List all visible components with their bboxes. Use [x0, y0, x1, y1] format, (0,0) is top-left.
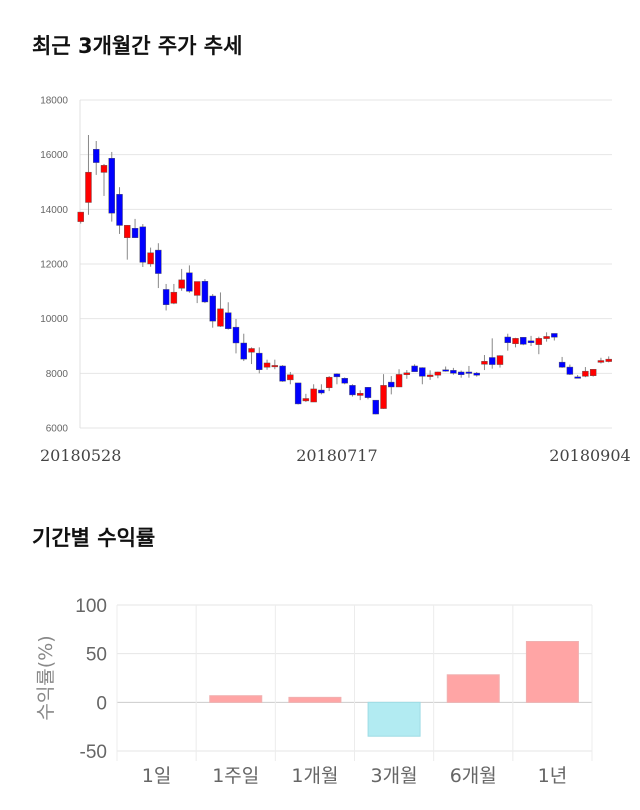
x-tick-label: 1주일	[212, 765, 259, 787]
candle-body	[372, 399, 379, 415]
candle-body	[310, 388, 317, 403]
candle-body	[162, 289, 170, 305]
candle-body	[116, 194, 123, 226]
candle-body	[85, 171, 92, 203]
y-tick-label: 100	[75, 596, 107, 617]
candle-body	[77, 211, 84, 222]
candle-body	[263, 362, 271, 368]
candle-body	[318, 389, 325, 394]
candle-body	[147, 252, 154, 265]
candle-body	[349, 385, 356, 396]
y-tick-label: 18000	[40, 96, 68, 107]
candlestick-chart: 6000 8000 10000 12000 14000 16000 18000 2018052…	[40, 96, 631, 466]
candle-body	[403, 372, 411, 375]
candle-body	[527, 340, 535, 343]
return-bar	[446, 674, 500, 703]
x-tick-label: 20180528	[40, 446, 121, 465]
y-tick-label: 10000	[40, 314, 68, 325]
candle-body	[504, 336, 511, 343]
candle-body	[574, 376, 581, 379]
candle-body	[364, 387, 372, 398]
x-tick-label: 1일	[142, 765, 172, 787]
candle-body	[558, 361, 566, 368]
candle-body	[434, 371, 442, 376]
candle-body	[419, 367, 426, 377]
candle-body	[248, 348, 255, 353]
candle-body	[597, 360, 605, 363]
x-tick-label: 20180717	[296, 446, 377, 465]
candle-body	[481, 361, 488, 365]
x-tick-label: 3개월	[371, 765, 418, 787]
candle-body	[442, 369, 449, 372]
candle-body	[520, 337, 527, 345]
candle-body	[240, 342, 247, 360]
y-tick-label: 14000	[40, 205, 68, 216]
candle-body	[287, 374, 294, 381]
y-tick-label: 8000	[46, 369, 69, 380]
candle-body	[465, 371, 473, 374]
candle-body	[551, 333, 558, 338]
candle-body	[426, 374, 434, 377]
return-bar	[525, 641, 579, 703]
candle-body	[93, 148, 100, 163]
candle-body	[139, 226, 147, 263]
candle-body	[170, 291, 178, 304]
candle-body	[380, 385, 387, 409]
x-tick-label: 1개월	[291, 765, 338, 787]
candle-body	[279, 365, 286, 382]
candle-body	[131, 227, 139, 238]
candle-body	[201, 281, 209, 303]
x-tick-label: 1년	[538, 765, 568, 787]
y-tick-label: 50	[86, 645, 107, 666]
y-axis-label: 수익률(%)	[35, 635, 57, 720]
candle-body	[209, 295, 216, 322]
candle-body	[543, 336, 550, 339]
candle-body	[294, 382, 302, 405]
candle-body	[302, 398, 310, 402]
candle-body	[225, 312, 232, 329]
candle-body	[100, 165, 108, 173]
period-return-title: 기간별 수익률	[32, 526, 156, 550]
candle-body	[589, 369, 597, 376]
candle-body	[108, 158, 115, 214]
x-tick-label: 20180904	[549, 446, 630, 465]
x-tick-label: 6개월	[450, 765, 497, 787]
candle-body	[178, 279, 185, 289]
candle-body	[395, 374, 403, 388]
candle-body	[512, 338, 519, 345]
candle-body	[535, 338, 543, 345]
candle-body	[582, 370, 589, 377]
return-bar	[367, 701, 421, 737]
return-bar	[288, 696, 342, 703]
candle-body	[325, 376, 333, 389]
candle-body	[473, 372, 480, 376]
candle-body	[256, 352, 263, 370]
stock-trend-title: 최근 3개월간 주가 추세	[32, 34, 243, 58]
candle-body	[388, 381, 395, 388]
return-bar	[209, 695, 263, 703]
candle-body	[333, 373, 341, 378]
candle-body	[232, 326, 240, 344]
candle-body	[411, 365, 418, 372]
candle-body	[566, 366, 574, 375]
candle-body	[457, 371, 465, 375]
y-tick-label: 12000	[40, 260, 68, 271]
y-tick-label: -50	[80, 742, 107, 763]
y-tick-label: 0	[96, 693, 107, 714]
candle-body	[341, 378, 348, 384]
candle-body	[489, 357, 496, 365]
candle-body	[357, 393, 364, 396]
y-tick-label: 6000	[46, 424, 69, 435]
candle-body	[186, 272, 193, 292]
y-tick-label: 16000	[40, 150, 68, 161]
candle-body	[450, 370, 457, 374]
candle-body	[155, 249, 162, 274]
candle-body	[217, 308, 224, 327]
candle-body	[124, 224, 131, 238]
candle-body	[605, 358, 612, 362]
candle-body	[193, 281, 201, 296]
candle-body	[496, 355, 504, 365]
candle-body	[271, 365, 279, 368]
